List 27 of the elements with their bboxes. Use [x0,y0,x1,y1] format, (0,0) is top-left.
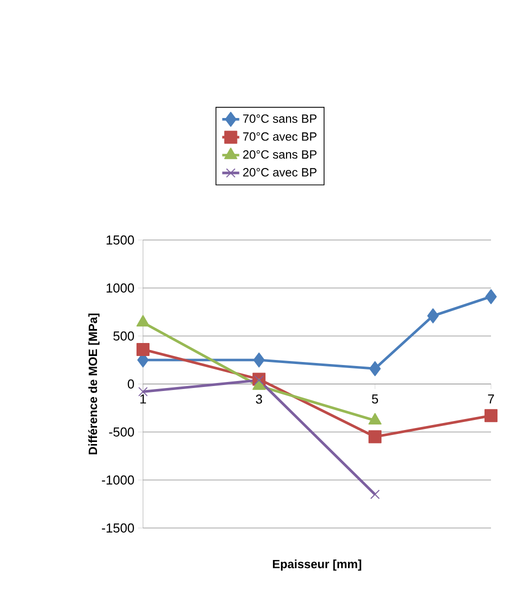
x-axis-title: Epaisseur [mm] [272,560,362,571]
y-tick-label: -1500 [102,523,134,533]
x-tick-label: 3 [256,394,262,404]
point [136,315,150,327]
y-tick-label: -1000 [102,475,134,485]
point [370,490,380,500]
y-tick-label: 1000 [106,283,134,293]
y-tick-label: 1500 [106,235,134,245]
point [254,375,264,385]
x-tick-label: 5 [372,394,378,404]
x-tick-label: 7 [488,394,494,404]
point [485,289,497,304]
x-tick-label: 1 [140,394,146,404]
legend-label: 20°C avec BP [243,168,316,176]
legend-label: 70°C avec BP [243,132,316,141]
y-tick-label: -500 [109,427,134,437]
y-tick-label: 0 [128,379,134,389]
y-axis-title: Différence de MOE [MPa] [88,314,100,454]
legend-label: 70°C sans BP [243,114,316,123]
y-tick-label: 500 [113,331,134,341]
point [253,352,265,368]
point [368,430,382,444]
legend-label: 20°C sans BP [243,150,316,159]
point [484,409,498,422]
point [369,361,381,376]
point [427,308,439,324]
point [136,342,150,356]
